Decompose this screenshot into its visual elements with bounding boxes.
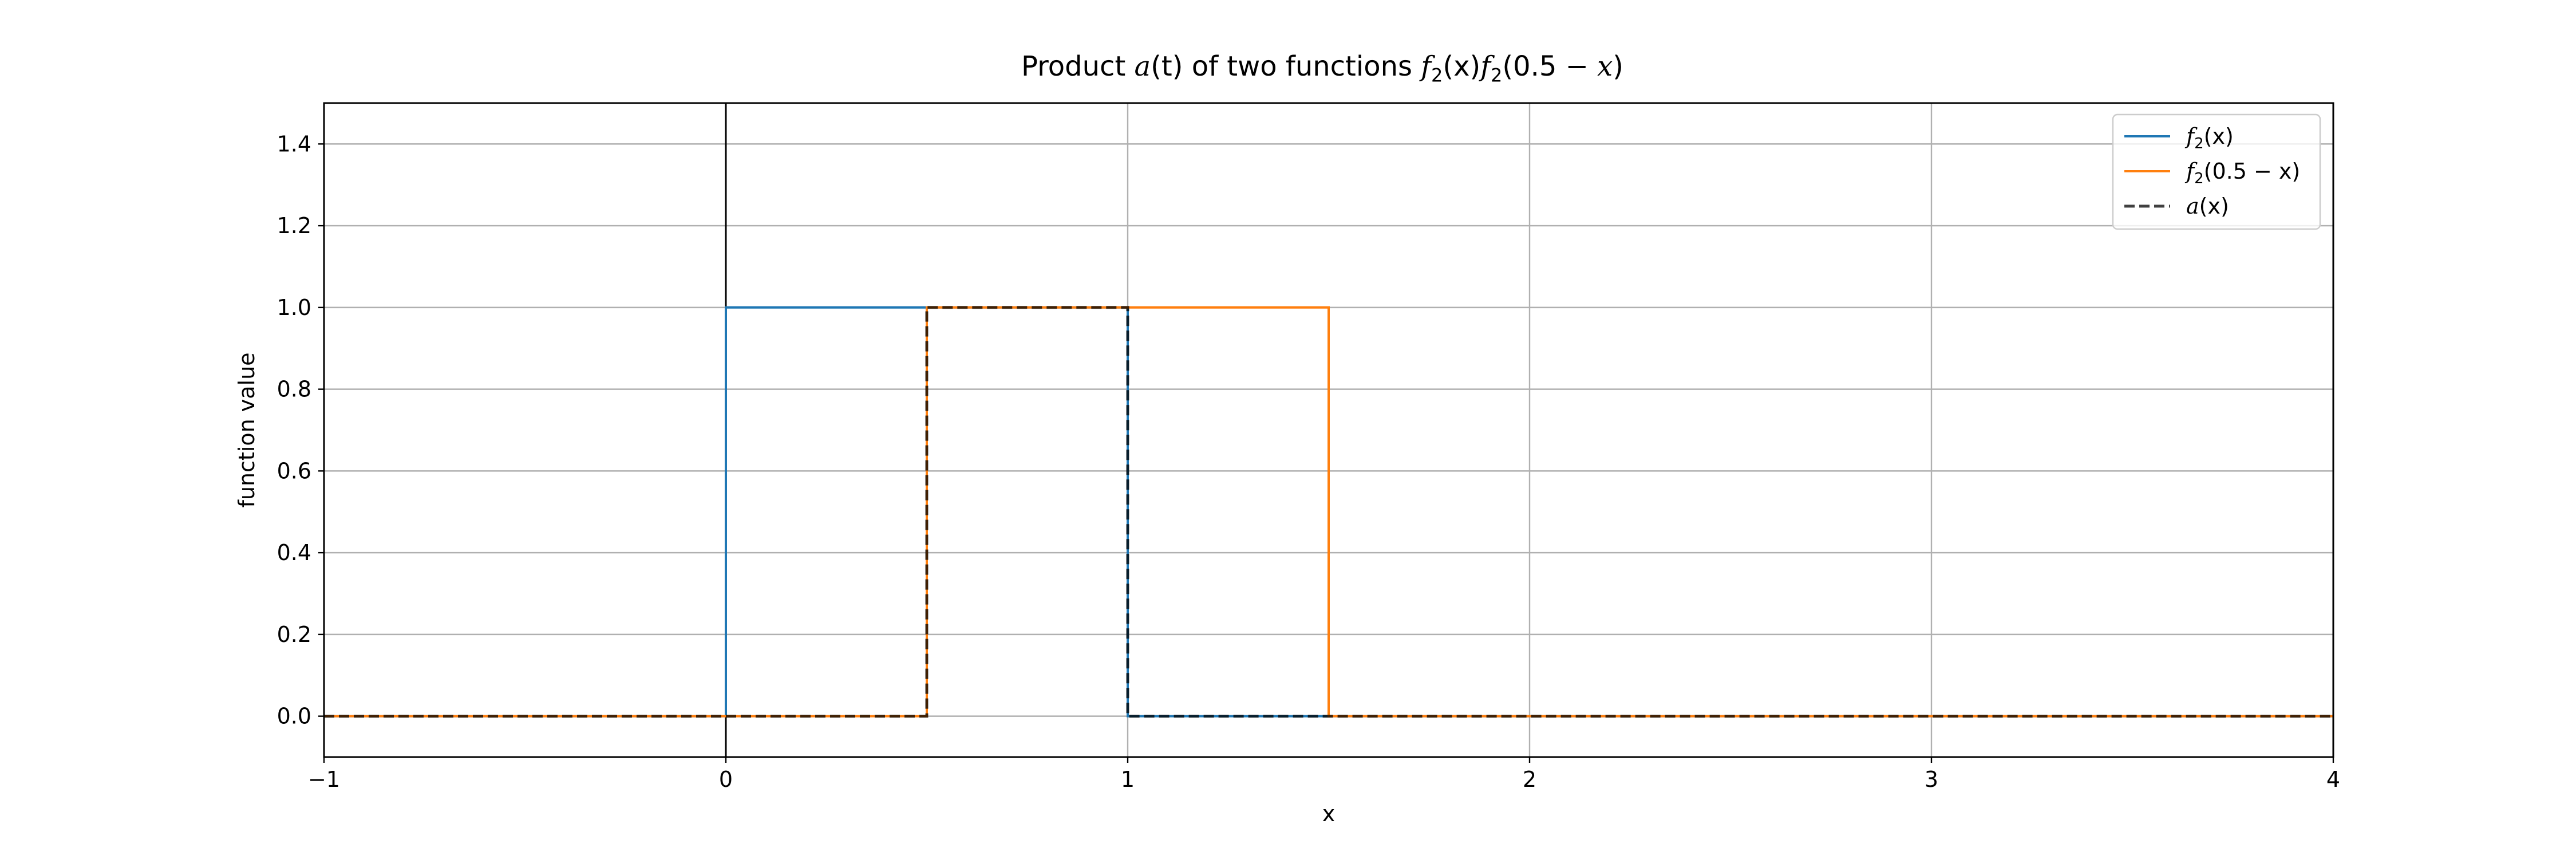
x-tick-label: 1	[1121, 767, 1135, 792]
chart-title: Product a(t) of two functions f2(x)f2(0.…	[0, 50, 2576, 86]
series-layer	[324, 306, 2333, 718]
y-tick-label: 1.2	[277, 213, 311, 238]
legend-label-f2-shifted: f2(0.5 − x)	[2184, 159, 2300, 187]
title-math: x	[1597, 50, 1613, 82]
series-line-f2-shifted	[324, 306, 2333, 718]
y-tick-label: 0.2	[277, 622, 311, 647]
legend-label-a-x: a(x)	[2186, 194, 2229, 219]
y-tick-label: 1.4	[277, 131, 311, 156]
title-math: f	[1480, 50, 1491, 82]
tick-layer: −1 0 1 2 3 4 0.0 0.2 0.4 0.6 0.8 1.0 1.2 1.4	[277, 131, 2341, 792]
title-text: of two functions	[1183, 50, 1421, 82]
title-text: (x)	[1443, 50, 1481, 82]
legend-box	[2112, 113, 2321, 230]
title-math: a	[1134, 50, 1151, 82]
title-text: (t)	[1151, 50, 1183, 82]
title-subscript: 2	[1491, 64, 1503, 86]
x-tick-label: 0	[719, 767, 733, 792]
y-tick-label: 0.0	[277, 704, 311, 729]
title-text: Product	[1021, 50, 1135, 82]
title-math: f	[1421, 50, 1432, 82]
legend: f2(x) f2(0.5 − x) a(x)	[2112, 113, 2321, 230]
y-tick-label: 0.6	[277, 458, 311, 483]
legend-label-f2-x: f2(x)	[2184, 124, 2234, 152]
x-tick-label: 2	[1523, 767, 1536, 792]
y-axis-label: function value	[234, 352, 259, 507]
y-tick-label: 0.8	[277, 377, 311, 402]
x-tick-label: −1	[308, 767, 340, 792]
plot-area-frame	[323, 102, 2334, 758]
title-subscript: 2	[1431, 64, 1443, 86]
series-line-a-x	[324, 306, 2333, 718]
x-tick-label: 3	[1925, 767, 1938, 792]
x-axis-label: x	[1322, 801, 1336, 826]
title-text: (0.5 −	[1502, 50, 1598, 82]
y-tick-label: 0.4	[277, 540, 311, 565]
y-tick-label: 1.0	[277, 295, 311, 320]
x-tick-label: 4	[2326, 767, 2340, 792]
title-text: )	[1613, 50, 1623, 82]
